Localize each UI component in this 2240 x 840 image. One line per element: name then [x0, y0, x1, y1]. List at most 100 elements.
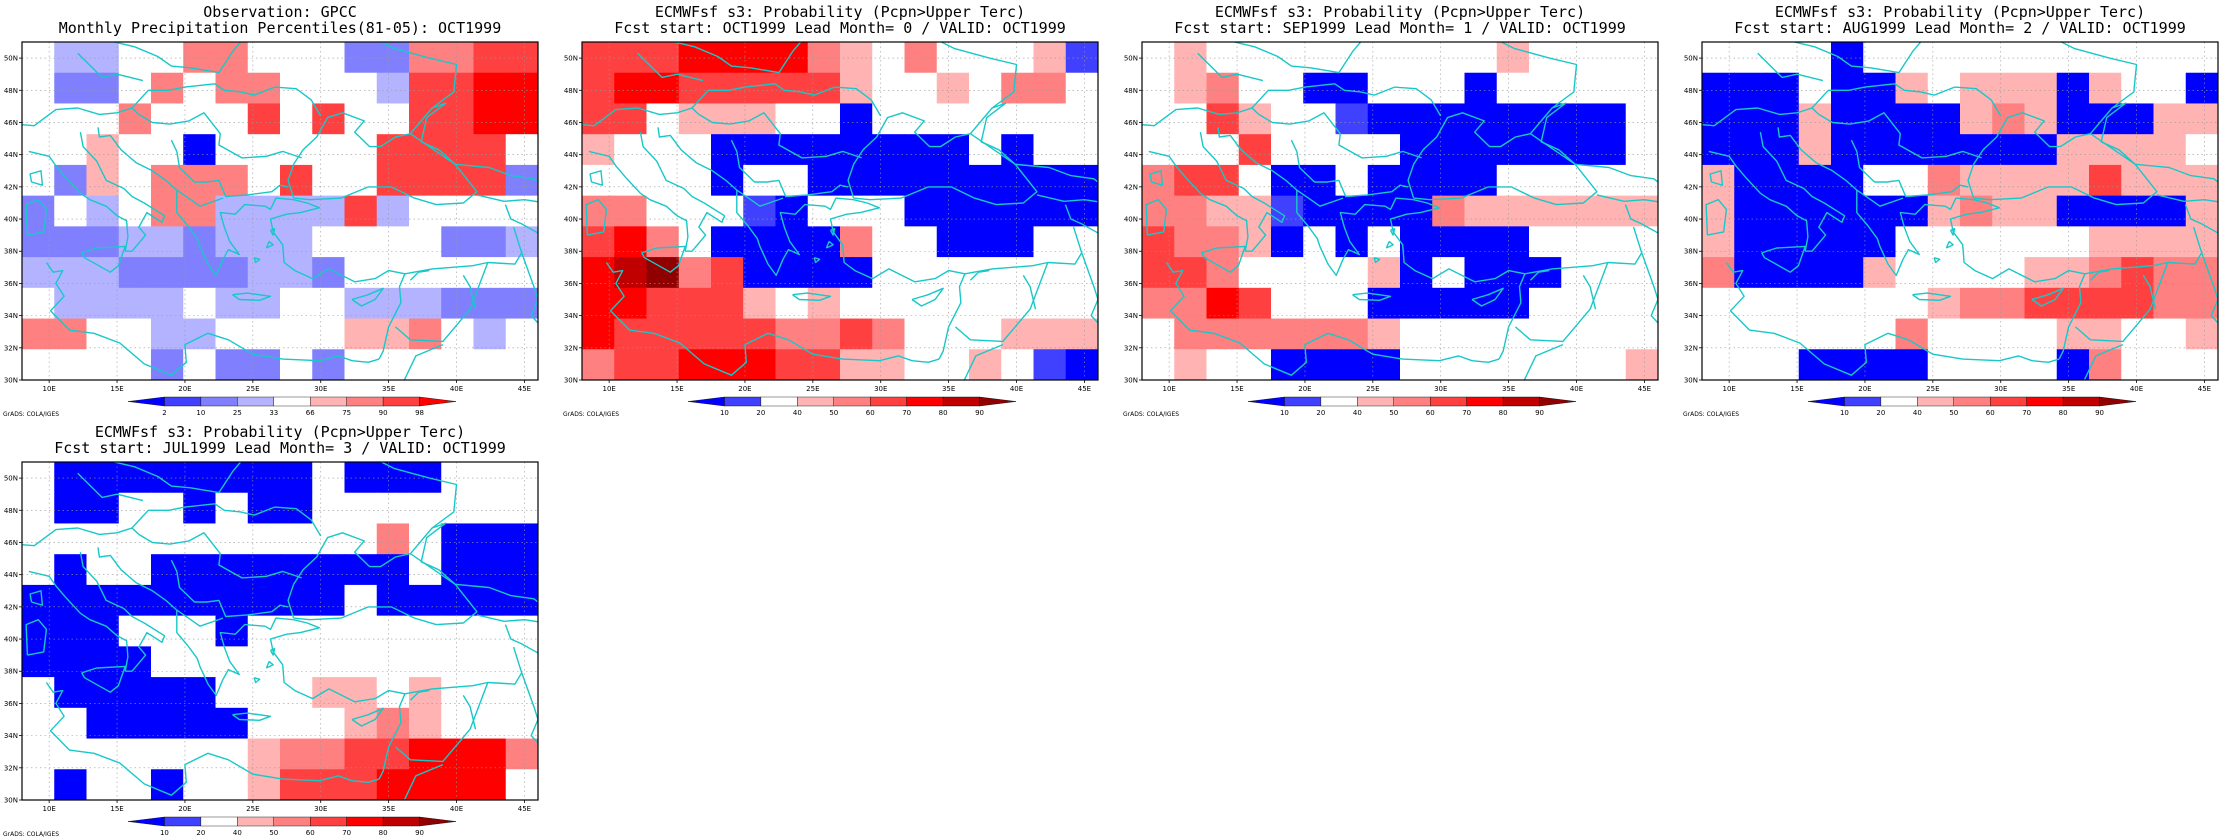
grid-cell	[376, 226, 410, 258]
x-tick-label: 30E	[314, 385, 327, 393]
grid-cell	[312, 226, 346, 258]
y-tick-label: 42N	[1684, 183, 1698, 191]
colorbar-swatch	[1430, 396, 1467, 407]
grid-cell	[280, 677, 313, 709]
grid-cell	[22, 134, 55, 166]
grid-cell	[409, 584, 442, 617]
grid-cell	[1529, 226, 1562, 258]
colorbar-swatch	[164, 396, 202, 407]
grid-cell	[280, 287, 313, 320]
grid-cell	[646, 134, 680, 166]
grid-cell	[1001, 349, 1035, 380]
y-tick-label: 50N	[1684, 55, 1698, 63]
grid-cell	[1702, 349, 1735, 380]
grid-cell	[2024, 349, 2058, 380]
grid-cell	[280, 584, 313, 617]
colorbar-label: 70	[1462, 409, 1471, 417]
grid-cell	[441, 164, 475, 197]
grid-cell	[376, 42, 410, 74]
grid-cell	[22, 584, 55, 617]
y-tick-label: 46N	[1124, 119, 1138, 127]
grid-cell	[118, 72, 152, 105]
grid-cell	[2024, 318, 2058, 350]
grid-cell	[775, 349, 809, 380]
grid-cell	[1895, 164, 1929, 197]
grid-cell	[582, 287, 615, 320]
x-tick-label: 10E	[602, 385, 615, 393]
y-tick-label: 42N	[1124, 183, 1138, 191]
grid-cell	[2185, 318, 2218, 350]
y-tick-label: 44N	[1124, 151, 1138, 159]
y-tick-label: 46N	[4, 119, 18, 127]
grid-cell	[215, 164, 249, 197]
grid-cell	[1238, 164, 1272, 197]
grid-cell	[1400, 318, 1433, 350]
grid-cell	[1142, 72, 1175, 105]
grid-cell	[344, 769, 378, 800]
grid-cell	[1593, 72, 1627, 105]
grid-cell	[1065, 72, 1098, 105]
grid-cell	[54, 492, 88, 525]
x-tick-label: 35E	[2062, 385, 2075, 393]
grid-cell	[775, 226, 809, 258]
colorbar-label: 20	[1316, 409, 1325, 417]
y-tick-label: 50N	[4, 475, 18, 483]
grid-cell	[1561, 195, 1595, 227]
gridlines	[1702, 42, 2218, 380]
grid-cell	[86, 103, 120, 135]
x-tick-label: 40E	[450, 805, 463, 813]
grid-cell	[86, 738, 120, 770]
grid-cell	[582, 134, 615, 166]
grid-cell	[473, 492, 507, 525]
grid-cell	[312, 707, 346, 740]
grid-cell	[2089, 287, 2122, 320]
grid-cell	[441, 72, 475, 105]
grid-cell	[1335, 195, 1369, 227]
grid-cell	[1033, 164, 1067, 197]
grid-cell	[1033, 42, 1067, 74]
grid-cell	[473, 72, 507, 105]
grid-cell	[473, 134, 507, 166]
grid-cell	[936, 287, 970, 320]
grid-cell	[22, 349, 55, 380]
grid-cell	[1001, 226, 1035, 258]
colorbar-swatch	[797, 396, 834, 407]
grid-cell	[151, 42, 184, 74]
grid-cell	[1561, 42, 1595, 74]
grid-cell	[118, 134, 152, 166]
grid-cell	[646, 349, 680, 380]
grid-cell	[743, 226, 777, 258]
grid-cell	[86, 318, 120, 350]
grid-cell	[1831, 226, 1864, 258]
grid-cell	[840, 318, 873, 350]
grid-cell	[280, 523, 313, 555]
grid-cell	[1895, 103, 1929, 135]
grid-cell	[473, 769, 507, 800]
colorbar-label: 50	[1949, 409, 1958, 417]
grid-cell	[904, 226, 938, 258]
grid-cell	[1734, 287, 1768, 320]
grid-cell	[1895, 195, 1929, 227]
grid-cell	[247, 492, 281, 525]
grid-cell	[1561, 349, 1595, 380]
grid-cell	[1960, 103, 1993, 135]
grid-cell	[1271, 103, 1304, 135]
grid-cell	[904, 164, 938, 197]
grid-cell	[215, 769, 249, 800]
grid-cell	[473, 103, 507, 135]
grid-cell	[1496, 195, 1530, 227]
grid-cell	[54, 738, 88, 770]
grid-cell	[215, 318, 249, 350]
y-tick-label: 30N	[4, 797, 18, 805]
grid-cell	[312, 134, 346, 166]
grid-cell	[409, 195, 442, 227]
colorbar-swatch	[942, 396, 980, 407]
grid-cell	[441, 195, 475, 227]
grid-cell	[376, 103, 410, 135]
grid-cell	[2121, 72, 2155, 105]
grid-cell	[1496, 134, 1530, 166]
grid-cell	[183, 134, 217, 166]
y-tick-label: 34N	[4, 732, 18, 740]
colorbar-swatch	[237, 396, 274, 407]
colorbar-label: 80	[1499, 409, 1508, 417]
